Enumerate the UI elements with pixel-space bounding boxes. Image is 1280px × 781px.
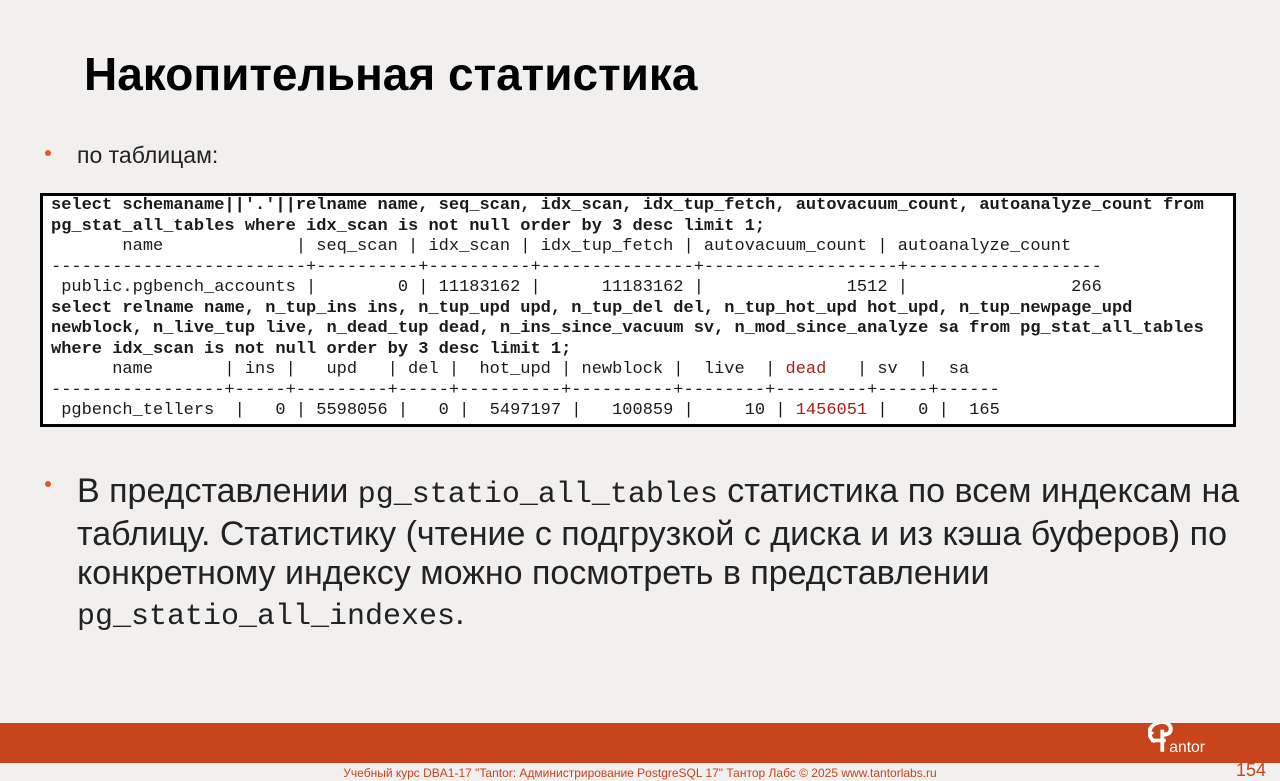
svg-text:antor: antor (1169, 739, 1205, 756)
